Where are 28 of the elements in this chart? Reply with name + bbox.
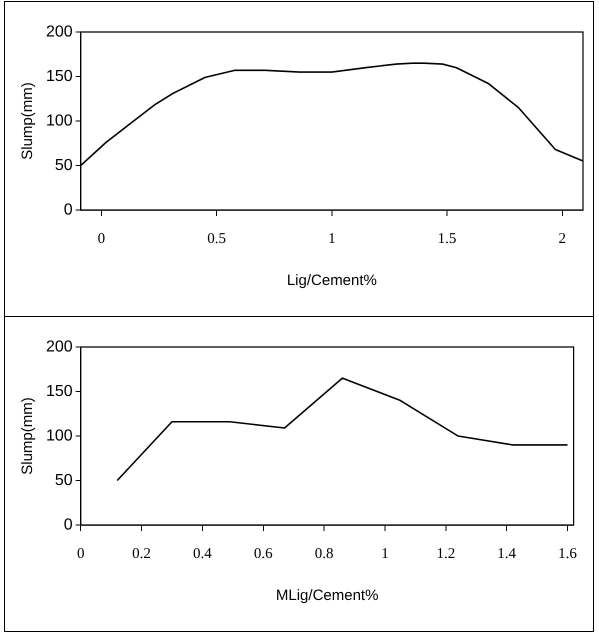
y-tick-label: 50 — [54, 472, 73, 489]
y-tick-label: 200 — [46, 338, 73, 356]
x-tick-label: 0.6 — [254, 546, 274, 562]
x-tick-label: 0.4 — [193, 546, 212, 562]
x-tick-label: 1.6 — [558, 546, 578, 562]
x-tick-label: 1.2 — [436, 546, 456, 562]
x-tick-label: 0.2 — [132, 546, 151, 562]
y-axis-title: Slump(mm) — [19, 82, 36, 160]
x-tick-label: 0.5 — [207, 230, 226, 247]
y-axis-title: Slump(mm) — [19, 397, 36, 475]
x-tick-label: 1 — [381, 546, 389, 562]
x-tick-label: 1.5 — [438, 230, 456, 247]
x-tick-label: 0 — [76, 546, 84, 562]
y-tick-label: 150 — [46, 382, 73, 400]
x-tick-label: 0.8 — [314, 546, 334, 562]
y-tick-label: 0 — [64, 516, 73, 534]
x-tick-label: 1 — [328, 230, 336, 247]
y-tick-label: 50 — [54, 156, 73, 174]
x-axis-title: MLig/Cement% — [276, 587, 378, 604]
y-tick-label: 0 — [64, 201, 73, 218]
x-axis-title: Lig/Cement% — [286, 272, 377, 290]
y-tick-label: 200 — [46, 23, 73, 40]
y-tick-label: 150 — [46, 68, 73, 85]
y-tick-label: 100 — [46, 427, 73, 444]
x-tick-label: 1.4 — [497, 546, 517, 562]
y-tick-label: 100 — [46, 112, 73, 130]
x-tick-label: 0 — [98, 230, 106, 247]
x-tick-label: 2 — [558, 230, 566, 247]
